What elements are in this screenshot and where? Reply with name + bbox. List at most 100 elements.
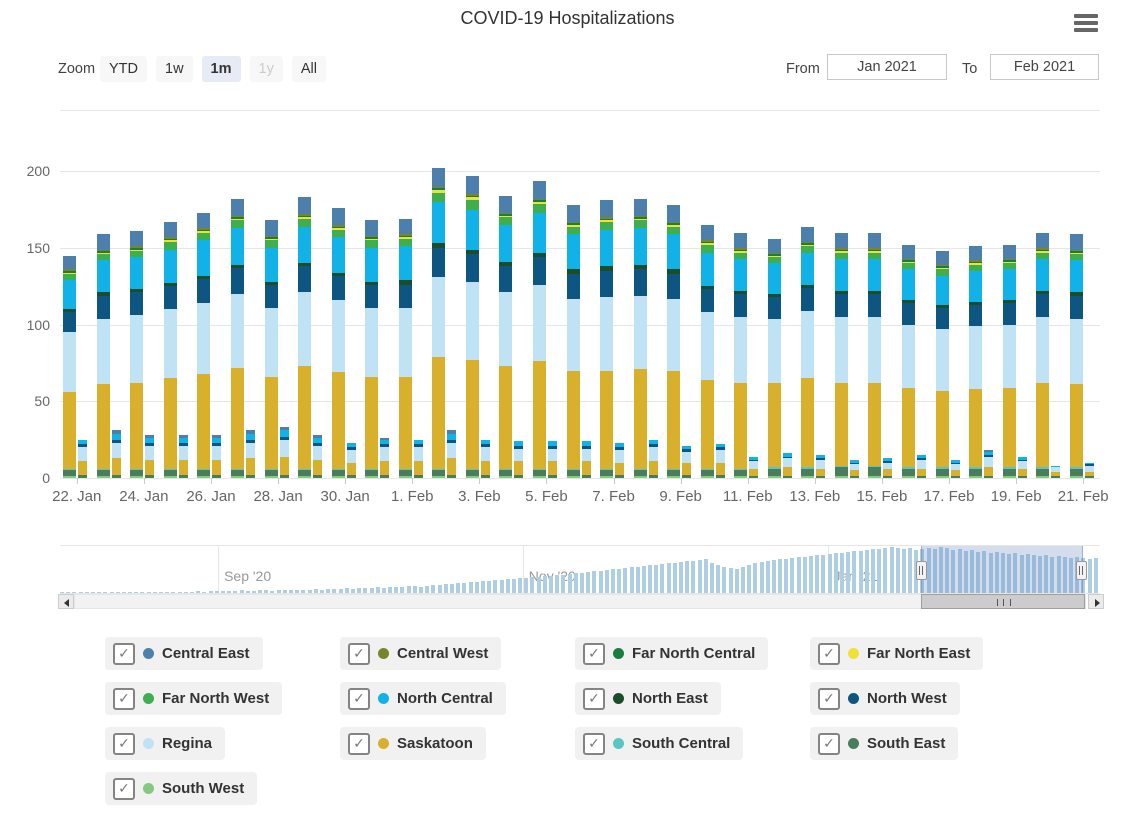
icu-bar-segment[interactable] <box>816 455 826 459</box>
hamburger-icon[interactable] <box>1074 14 1101 34</box>
bar-segment[interactable] <box>197 232 211 241</box>
icu-bar-segment[interactable] <box>111 442 121 459</box>
bar-segment[interactable] <box>1002 476 1016 478</box>
icu-bar-segment[interactable] <box>380 444 390 448</box>
bar-segment[interactable] <box>1069 295 1083 319</box>
bar-segment[interactable] <box>600 476 614 478</box>
bar-segment[interactable] <box>298 266 312 293</box>
icu-bar-segment[interactable] <box>380 438 390 440</box>
navigator-handle-left[interactable] <box>916 561 928 580</box>
bar-segment[interactable] <box>465 195 479 198</box>
icu-bar-segment[interactable] <box>246 433 256 440</box>
bar-segment[interactable] <box>700 476 714 478</box>
bar-segment[interactable] <box>1002 300 1016 304</box>
bar-segment[interactable] <box>633 476 647 478</box>
bar-segment[interactable] <box>130 231 144 247</box>
bar-segment[interactable] <box>298 226 312 264</box>
bar-segment[interactable] <box>63 255 77 270</box>
icu-bar-segment[interactable] <box>950 459 960 463</box>
bar-segment[interactable] <box>969 271 983 302</box>
icu-bar-segment[interactable] <box>749 461 759 469</box>
bar-segment[interactable] <box>130 382 144 469</box>
bar-segment[interactable] <box>432 192 446 202</box>
icu-bar-segment[interactable] <box>514 474 524 478</box>
icu-bar-segment[interactable] <box>279 427 289 431</box>
bar-segment[interactable] <box>901 387 915 468</box>
icu-bar-segment[interactable] <box>313 445 323 460</box>
icu-bar-segment[interactable] <box>212 474 222 478</box>
icu-bar-segment[interactable] <box>749 476 759 478</box>
legend-checkbox[interactable]: ✓ <box>113 642 135 665</box>
icu-bar-segment[interactable] <box>984 450 994 452</box>
icu-bar-segment[interactable] <box>883 458 893 462</box>
bar-segment[interactable] <box>834 249 848 252</box>
bar-segment[interactable] <box>1002 261 1016 264</box>
bar-segment[interactable] <box>734 248 748 250</box>
bar-segment[interactable] <box>667 274 681 299</box>
bar-segment[interactable] <box>566 468 580 471</box>
icu-bar-segment[interactable] <box>749 456 759 460</box>
bar-segment[interactable] <box>566 370 580 469</box>
bar-segment[interactable] <box>734 232 748 248</box>
bar-segment[interactable] <box>298 215 312 218</box>
bar-segment[interactable] <box>298 214 312 216</box>
bar-segment[interactable] <box>767 468 781 477</box>
icu-bar-segment[interactable] <box>547 441 557 446</box>
icu-bar-segment[interactable] <box>1084 464 1094 466</box>
bar-segment[interactable] <box>231 218 245 221</box>
legend-checkbox[interactable]: ✓ <box>818 642 840 665</box>
bar-segment[interactable] <box>130 292 144 316</box>
bar-segment[interactable] <box>298 468 312 471</box>
bar-segment[interactable] <box>63 468 77 471</box>
bar-segment[interactable] <box>96 476 110 478</box>
icu-bar-segment[interactable] <box>816 468 826 477</box>
icu-bar-segment[interactable] <box>380 474 390 478</box>
bar-segment[interactable] <box>63 470 77 477</box>
bar-segment[interactable] <box>264 220 278 236</box>
bar-segment[interactable] <box>532 470 546 477</box>
icu-bar-segment[interactable] <box>984 476 994 478</box>
bar-segment[interactable] <box>163 283 177 287</box>
legend-item-saskatoon[interactable]: ✓ Saskatoon <box>340 727 486 760</box>
bar-segment[interactable] <box>566 470 580 477</box>
bar-segment[interactable] <box>667 221 681 224</box>
icu-bar-segment[interactable] <box>581 448 591 462</box>
icu-bar-segment[interactable] <box>816 459 826 469</box>
bar-segment[interactable] <box>969 389 983 468</box>
bar-segment[interactable] <box>566 205 580 222</box>
bar-segment[interactable] <box>935 304 949 308</box>
icu-bar-segment[interactable] <box>615 442 625 448</box>
bar-segment[interactable] <box>398 376 412 469</box>
bar-segment[interactable] <box>331 476 345 478</box>
bar-segment[interactable] <box>96 251 110 253</box>
icu-bar-segment[interactable] <box>547 445 557 449</box>
bar-segment[interactable] <box>465 197 479 201</box>
bar-segment[interactable] <box>96 470 110 477</box>
bar-segment[interactable] <box>197 468 211 471</box>
bar-segment[interactable] <box>432 356 446 469</box>
bar-segment[interactable] <box>499 292 513 367</box>
bar-segment[interactable] <box>130 257 144 290</box>
bar-segment[interactable] <box>264 476 278 478</box>
bar-segment[interactable] <box>231 294 245 368</box>
bar-segment[interactable] <box>63 392 77 469</box>
bar-segment[interactable] <box>398 470 412 477</box>
bar-segment[interactable] <box>801 246 815 253</box>
bar-segment[interactable] <box>1069 318 1083 385</box>
bar-segment[interactable] <box>969 264 983 271</box>
bar-segment[interactable] <box>96 249 110 252</box>
bar-segment[interactable] <box>935 467 949 469</box>
icu-bar-segment[interactable] <box>581 441 591 446</box>
icu-bar-segment[interactable] <box>682 474 692 478</box>
icu-bar-segment[interactable] <box>782 476 792 478</box>
icu-bar-segment[interactable] <box>916 468 926 477</box>
icu-bar-segment[interactable] <box>279 456 289 475</box>
bar-segment[interactable] <box>868 249 882 252</box>
bar-segment[interactable] <box>969 468 983 477</box>
bar-segment[interactable] <box>734 294 748 317</box>
bar-segment[interactable] <box>63 280 77 310</box>
zoom-button-1w[interactable]: 1w <box>156 56 193 82</box>
bar-segment[interactable] <box>901 260 915 262</box>
bar-segment[interactable] <box>801 476 815 478</box>
